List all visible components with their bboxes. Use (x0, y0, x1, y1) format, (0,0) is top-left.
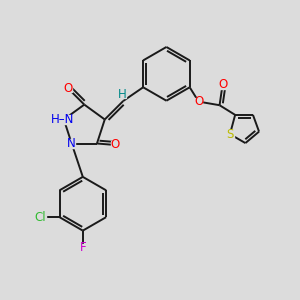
Text: H–N: H–N (51, 113, 74, 126)
Bar (219, 81, 226, 89)
Bar (79, 244, 86, 252)
Bar (111, 141, 120, 149)
Bar (64, 84, 72, 92)
Text: O: O (194, 95, 203, 108)
Text: N: N (67, 137, 76, 150)
Bar (68, 139, 75, 148)
Text: H: H (118, 88, 127, 101)
Bar (119, 91, 126, 98)
Bar (35, 213, 46, 221)
Bar (54, 115, 70, 124)
Text: O: O (111, 139, 120, 152)
Text: Cl: Cl (34, 211, 46, 224)
Text: F: F (80, 242, 86, 254)
Bar (226, 130, 234, 138)
Text: O: O (218, 78, 227, 92)
Bar (195, 98, 202, 106)
Text: S: S (226, 128, 234, 141)
Text: O: O (63, 82, 73, 95)
